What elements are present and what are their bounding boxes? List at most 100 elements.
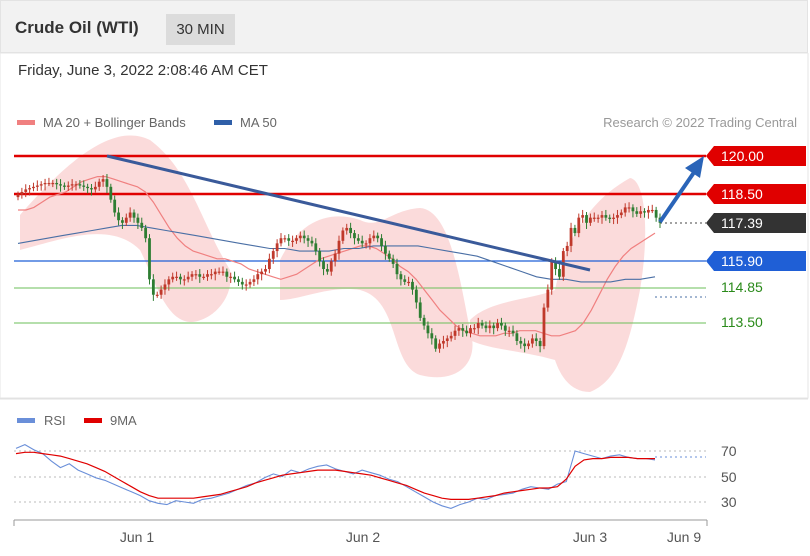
candle-body <box>318 251 322 262</box>
candle-body <box>519 340 523 344</box>
candle-body <box>430 333 434 339</box>
candle-body <box>445 338 449 341</box>
candle-body <box>322 261 325 270</box>
candle-body <box>623 207 627 213</box>
candle-body <box>63 185 66 187</box>
candle-body <box>182 279 186 281</box>
candle-body <box>581 215 585 218</box>
candle-body <box>97 181 101 187</box>
candle-body <box>337 240 341 254</box>
candle-body <box>488 325 492 329</box>
candle-body <box>457 328 461 331</box>
candle-body <box>140 222 144 228</box>
candle-body <box>260 271 264 275</box>
chart-area-border <box>0 53 809 399</box>
candle-body <box>534 338 538 341</box>
candle-body <box>39 184 43 186</box>
candle-body <box>90 188 93 190</box>
price-label-118-50: 118.50 <box>721 186 763 202</box>
candle-body <box>93 186 97 190</box>
candle-body <box>650 209 654 212</box>
candle-body <box>604 215 608 218</box>
candle-body <box>588 217 592 223</box>
candle-body <box>171 276 175 280</box>
candle-body <box>341 230 345 241</box>
candle-body <box>163 284 167 290</box>
candle-body <box>523 343 527 347</box>
candle-body <box>530 338 534 344</box>
candle-body <box>128 212 132 218</box>
projection-arrowhead <box>685 156 704 178</box>
price-tag-117-39[interactable] <box>706 213 806 233</box>
rsi-line <box>15 443 656 509</box>
chart-header: Crude Oil (WTI) 30 MIN <box>0 0 808 53</box>
candle-body <box>511 330 515 334</box>
ma20-legend-swatch <box>17 120 35 125</box>
candle-body <box>78 184 82 186</box>
candle-body <box>399 274 403 280</box>
candle-body <box>631 207 635 212</box>
candle-body <box>503 325 507 331</box>
candle-body <box>179 276 182 280</box>
candle-body <box>151 279 155 295</box>
candle-body <box>217 271 221 273</box>
candle-body <box>484 325 488 329</box>
candle-body <box>364 243 368 245</box>
candle-body <box>527 343 530 347</box>
rsi-label-70: 70 <box>721 443 737 459</box>
bollinger-band-2 <box>280 208 473 378</box>
candle-body <box>600 215 604 218</box>
instrument-title: Crude Oil (WTI) <box>15 18 139 37</box>
candle-body <box>206 274 209 277</box>
candle-body <box>542 307 546 347</box>
candle-body <box>608 217 612 219</box>
candle-body <box>248 281 252 285</box>
rsi-legend-swatch <box>17 418 35 423</box>
candle-body <box>32 186 35 189</box>
candle-body <box>333 253 337 262</box>
candle-body <box>480 323 484 326</box>
candle-body <box>155 294 159 296</box>
price-label-113-50: 113.50 <box>721 314 763 330</box>
candle-body <box>329 261 333 272</box>
price-label-117-39: 117.39 <box>721 215 763 231</box>
rsi-label-30: 30 <box>721 494 737 510</box>
candle-body <box>353 233 356 239</box>
candle-body <box>356 238 360 241</box>
candle-body <box>538 340 542 347</box>
projection-arrow <box>658 166 699 224</box>
candle-body <box>252 279 256 282</box>
candle-body <box>233 276 236 280</box>
candle-body <box>349 227 353 234</box>
candle-body <box>492 325 496 329</box>
candle-body <box>461 328 465 331</box>
candle-body <box>573 227 577 234</box>
interval-badge[interactable]: 30 MIN <box>166 14 235 45</box>
price-tag-120[interactable] <box>706 146 806 166</box>
candle-body <box>291 240 294 242</box>
candle-body <box>86 186 90 189</box>
candle-body <box>310 240 314 244</box>
price-tag-115-90[interactable] <box>706 251 806 271</box>
candle-body <box>55 182 59 185</box>
price-tag-118-50[interactable] <box>706 184 806 204</box>
candle-body <box>175 276 178 278</box>
candle-body <box>136 217 140 223</box>
x-tick-jun-2: Jun 2 <box>346 529 380 545</box>
candle-body <box>271 251 275 259</box>
candle-body <box>414 289 418 303</box>
rsi-ma-legend-label: 9MA <box>110 413 137 428</box>
rsi-label-50: 50 <box>721 469 737 485</box>
candle-body <box>635 211 639 214</box>
candle-body <box>229 276 233 278</box>
candle-body <box>159 289 163 295</box>
x-tick-jun-9: Jun 9 <box>667 529 701 545</box>
candle-body <box>198 274 202 277</box>
candle-body <box>411 281 414 290</box>
candle-body <box>476 323 480 329</box>
candle-body <box>209 274 213 276</box>
candle-body <box>596 217 600 219</box>
candle-body <box>47 182 51 185</box>
candle-body <box>546 289 550 308</box>
candle-body <box>507 330 511 332</box>
